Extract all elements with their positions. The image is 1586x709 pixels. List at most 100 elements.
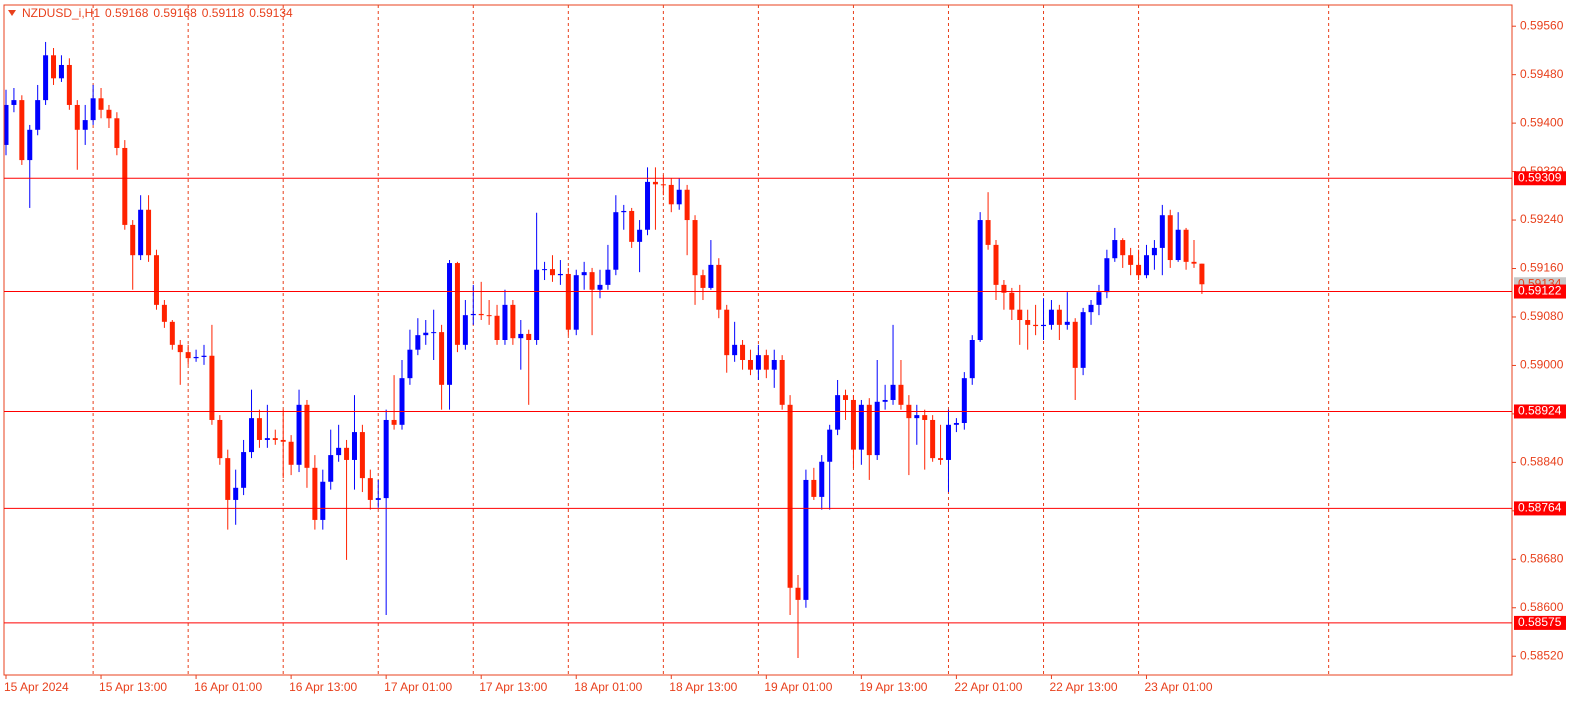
header-high: 0.59168 (153, 6, 197, 20)
y-tick-label: 0.58520 (1520, 648, 1564, 662)
candle-body (953, 422, 959, 425)
candle-body (66, 64, 72, 105)
candle-body (336, 447, 342, 456)
candle-body (755, 355, 761, 370)
candle-body (1159, 215, 1165, 248)
candle-body (1183, 229, 1189, 262)
candle-body (890, 384, 896, 400)
candle-body (827, 429, 833, 462)
candle-body (114, 118, 120, 148)
plot-area (3, 5, 1330, 675)
candle-body (652, 181, 658, 185)
level-label-box (1514, 284, 1566, 299)
candle-body (938, 458, 944, 460)
candle-body (58, 64, 64, 79)
y-tick-label: 0.59160 (1520, 261, 1564, 275)
x-tick-label: 15 Apr 2024 (4, 680, 69, 694)
candle-body (241, 452, 247, 488)
level-label: 0.58575 (1518, 615, 1562, 629)
candle-body (462, 315, 468, 345)
candle-body (930, 419, 936, 459)
candle-body (344, 447, 350, 460)
candle-body (19, 100, 25, 161)
candle-body (1033, 324, 1039, 327)
x-tick-label: 18 Apr 13:00 (669, 680, 737, 694)
candle-body (399, 378, 405, 425)
candle-body (478, 313, 484, 316)
candle-body (90, 98, 96, 121)
candle-body (1112, 240, 1118, 259)
x-tick-label: 19 Apr 13:00 (859, 680, 927, 694)
candle-body (51, 55, 57, 79)
candle-body (27, 129, 33, 161)
candle-body (581, 272, 587, 276)
y-tick-label: 0.58840 (1520, 455, 1564, 469)
candle-body (383, 419, 389, 499)
candle-body (415, 335, 421, 350)
level-label-box (1514, 615, 1566, 630)
candle-body (914, 415, 920, 419)
candle-body (288, 441, 294, 465)
candle-body (985, 220, 991, 245)
candle-body (660, 184, 666, 186)
candle-body (447, 263, 453, 385)
candle-body (1167, 215, 1173, 261)
candle-body (1064, 321, 1070, 325)
candle-body (732, 344, 738, 356)
x-tick-label: 18 Apr 01:00 (574, 680, 642, 694)
candle-body (454, 263, 460, 345)
candle-body (1096, 292, 1102, 305)
candle-body (201, 355, 207, 357)
candle-body (494, 315, 500, 340)
candle-body (518, 333, 524, 339)
candle-body (779, 359, 785, 405)
candle-body (407, 349, 413, 379)
candle-body (43, 55, 49, 101)
candle-body (866, 404, 872, 456)
candle-body (249, 418, 255, 453)
candle-body (177, 344, 183, 353)
candle-body (882, 399, 888, 402)
candle-body (35, 100, 41, 130)
candle-body (312, 467, 318, 520)
candle-body (106, 109, 112, 119)
candle-body (787, 404, 793, 588)
candle-body (264, 438, 270, 440)
level-label-box (1514, 171, 1566, 186)
candle-body (874, 401, 880, 456)
candle-body (272, 438, 278, 440)
candle-body (708, 264, 714, 288)
candle-body (1048, 309, 1054, 325)
candle-body (11, 100, 17, 105)
candle-body (763, 355, 769, 370)
candle-body (351, 432, 357, 460)
candle-body (74, 104, 80, 130)
candle-body (969, 340, 975, 379)
y-tick-label: 0.58600 (1520, 600, 1564, 614)
candle-body (320, 481, 326, 520)
candle-body (573, 275, 579, 330)
y-tick-label: 0.59480 (1520, 67, 1564, 81)
candle-body (898, 384, 904, 405)
candle-body (193, 356, 199, 359)
y-tick-label: 0.59400 (1520, 115, 1564, 129)
y-tick-label: 0.59560 (1520, 18, 1564, 32)
candle-body (502, 304, 508, 340)
candle-body (296, 404, 302, 465)
candle-body (771, 359, 777, 370)
candle-body (233, 487, 239, 500)
header-close: 0.59134 (249, 6, 293, 20)
candle-body (645, 181, 651, 230)
candle-body (977, 220, 983, 340)
level-label: 0.58764 (1518, 501, 1562, 515)
candle-body (486, 315, 492, 317)
candle-body (122, 147, 128, 225)
candle-body (1175, 229, 1181, 261)
candle-body (724, 309, 730, 356)
level-label: 0.59122 (1518, 284, 1562, 298)
y-tick-label: 0.59080 (1520, 309, 1564, 323)
candle-body (185, 352, 191, 359)
candle-body (945, 424, 951, 460)
candle-body (542, 269, 548, 271)
